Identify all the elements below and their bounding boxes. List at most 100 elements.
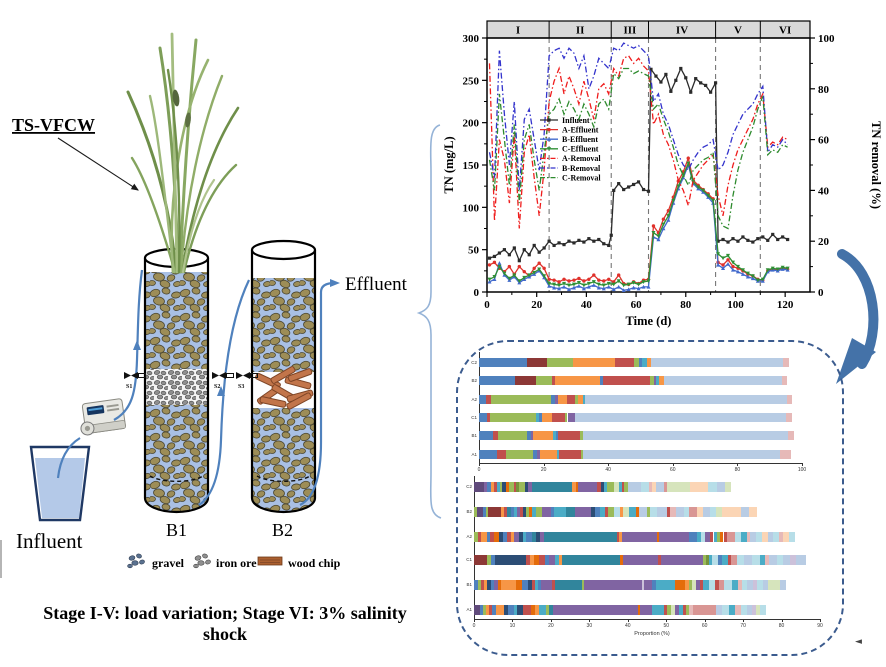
svg-text:100: 100 <box>727 299 744 311</box>
bar-x-tick <box>589 619 591 622</box>
stage-label: III <box>623 25 636 37</box>
bar-segment <box>790 555 797 565</box>
bar-row-label: C2 <box>466 484 472 489</box>
bar-segment <box>648 482 653 492</box>
influent-label: Influent <box>16 529 83 553</box>
left-axis-title: TN (mg/L) <box>442 136 456 193</box>
bar-segment <box>752 605 757 615</box>
bar-segment <box>567 413 575 422</box>
bar-segment <box>490 580 495 590</box>
bar-segment <box>516 580 523 590</box>
bar-segment <box>479 431 493 440</box>
bar-segment <box>504 507 507 517</box>
bar-segment <box>514 376 536 385</box>
svg-text:300: 300 <box>463 33 480 45</box>
bar-segment <box>479 395 487 404</box>
bar-segment <box>620 555 624 565</box>
bar-segment <box>508 482 514 492</box>
bar-segment <box>717 482 726 492</box>
bar-segment <box>540 580 553 590</box>
bar-segment <box>736 555 745 565</box>
valve-s1-label: S1 <box>126 384 132 390</box>
bar-segment <box>761 532 768 542</box>
bar-x-tick-label: 60 <box>670 467 676 473</box>
bar-segment <box>735 605 741 615</box>
bar-segment <box>783 358 790 367</box>
legend-entry: B-Effluent <box>562 135 598 144</box>
bar-segment <box>477 532 481 542</box>
bar-segment <box>528 507 533 517</box>
bar-segment <box>654 376 657 385</box>
svg-text:50: 50 <box>468 245 480 257</box>
bar-x-tick-label: 40 <box>624 623 631 629</box>
legend-entry: Influent <box>562 116 590 125</box>
bar-segment <box>634 358 639 367</box>
bar-segment <box>765 555 770 565</box>
bar-segment <box>535 507 542 517</box>
bar-segment <box>485 605 490 615</box>
bar-x-tick-label: 0 <box>472 623 476 629</box>
bar-segment <box>502 532 508 542</box>
bar-segment <box>741 507 749 517</box>
bar-segment <box>751 555 760 565</box>
bar-segment <box>696 580 701 590</box>
column-b2-label: B2 <box>272 520 293 540</box>
svg-text:100: 100 <box>818 33 835 45</box>
bar-segment <box>526 507 529 517</box>
bar-segment <box>489 532 494 542</box>
bar-segment <box>637 605 641 615</box>
bar-segment <box>796 555 806 565</box>
pump <box>80 398 126 436</box>
bar-segment <box>558 431 581 440</box>
bar-segment <box>787 395 792 404</box>
bar-segment <box>492 431 498 440</box>
bar-x-tick <box>666 619 668 622</box>
bar-segment <box>477 580 481 590</box>
bar-segment <box>600 507 606 517</box>
bar-row-label: C2 <box>471 359 477 365</box>
community-panel: C2 B2 A2 C1 B1 A1 0 20 40 60 80 100 C2 B2 A2 C1 B1 A1 0 10… <box>456 340 844 656</box>
gravel-icon <box>127 553 145 569</box>
bar-segment <box>613 507 620 517</box>
bar-segment <box>527 358 547 367</box>
bar-segment <box>480 532 487 542</box>
legend-entry: C-Removal <box>562 173 601 182</box>
bar-segment <box>492 605 497 615</box>
bar-x-tick-label: 40 <box>605 467 611 473</box>
bar-segment <box>780 450 792 459</box>
bar-segment <box>531 580 535 590</box>
bar-segment <box>551 507 555 517</box>
svg-text:200: 200 <box>463 118 480 130</box>
bar-segment <box>543 532 617 542</box>
bar-segment <box>624 482 628 492</box>
seed-heads <box>172 89 191 128</box>
bar-segment <box>578 395 583 404</box>
bar-segment <box>727 555 731 565</box>
bar-x-axis-title: Proportion (%) <box>634 631 670 637</box>
bar-row-label: A2 <box>471 396 477 402</box>
bar-segment <box>497 431 527 440</box>
bar-segment <box>524 482 528 492</box>
bar-segment <box>696 507 703 517</box>
bar-x-tick <box>743 619 745 622</box>
bar-segment <box>538 605 547 615</box>
bar-x-tick-label: 70 <box>740 623 746 629</box>
bar-segment <box>688 580 693 590</box>
series-line-a-removal <box>488 54 788 229</box>
bar-segment <box>479 413 488 422</box>
bar-segment <box>689 507 697 517</box>
bar-segment <box>675 507 684 517</box>
bar-segment <box>485 507 488 517</box>
bar-segment <box>562 555 621 565</box>
bar-segment <box>499 532 503 542</box>
bar-segment <box>572 358 615 367</box>
bar-segment <box>597 482 601 492</box>
bar-segment <box>575 507 591 517</box>
bar-segment <box>510 507 514 517</box>
bar-segment <box>507 605 514 615</box>
effluent-label: Effluent <box>345 274 408 295</box>
bar-segment <box>783 532 789 542</box>
bar-segment <box>506 507 511 517</box>
bar-segment <box>490 413 536 422</box>
bar-segment <box>602 376 650 385</box>
